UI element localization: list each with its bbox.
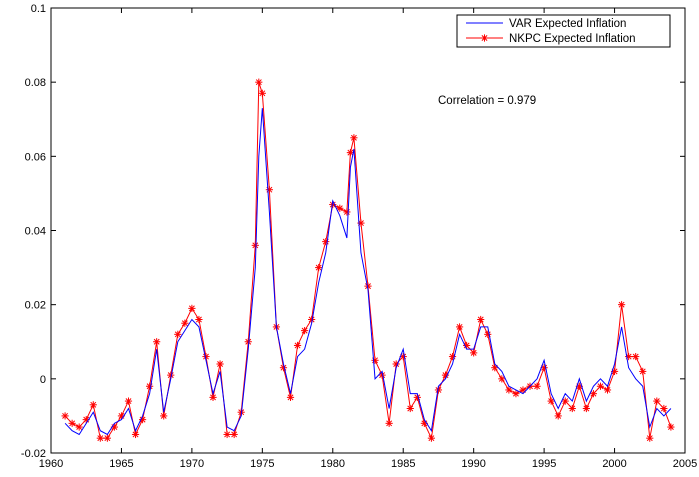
x-tick-label: 1970	[180, 458, 204, 470]
nkpc-point	[195, 315, 203, 324]
nkpc-point	[484, 330, 492, 338]
x-tick-label: 2005	[673, 458, 697, 470]
nkpc-point	[301, 327, 309, 335]
y-tick-label: 0	[40, 374, 46, 386]
x-tick-label: 1975	[250, 458, 274, 470]
nkpc-point	[547, 397, 555, 405]
nkpc-point	[455, 323, 464, 331]
nkpc-point	[343, 208, 351, 216]
nkpc-point	[441, 371, 450, 379]
nkpc-point	[561, 397, 569, 405]
y-tick-label: 0.06	[25, 151, 46, 163]
legend-label-nkpc: NKPC Expected Inflation	[509, 33, 636, 45]
nkpc-point	[603, 386, 612, 394]
series-layer	[61, 78, 675, 442]
nkpc-point	[554, 412, 562, 420]
nkpc-point	[406, 404, 414, 413]
nkpc-point	[364, 282, 372, 290]
nkpc-point	[286, 393, 295, 401]
nkpc-point	[61, 412, 69, 420]
nkpc-point	[596, 382, 605, 390]
nkpc-point	[223, 430, 231, 439]
nkpc-point	[660, 404, 668, 413]
nkpc-point	[230, 430, 238, 439]
nkpc-point	[124, 397, 133, 405]
legend-label-var: VAR Expected Inflation	[509, 18, 626, 30]
nkpc-point	[463, 341, 471, 350]
nkpc-point	[491, 364, 499, 372]
nkpc-point	[181, 319, 189, 327]
nkpc-point	[498, 375, 506, 383]
nkpc-point	[350, 134, 358, 142]
x-tick-label: 1995	[532, 458, 556, 470]
legend: VAR Expected Inflation NKPC Expected Inf…	[456, 14, 671, 48]
nkpc-point	[533, 382, 541, 390]
nkpc-point	[385, 419, 393, 427]
y-tick-label: -0.02	[21, 448, 46, 460]
nkpc-point	[582, 404, 590, 413]
nkpc-point	[138, 416, 147, 424]
nkpc-point	[519, 386, 527, 394]
nkpc-point	[265, 186, 273, 194]
nkpc-point	[427, 434, 435, 442]
legend-marker-nkpc	[480, 34, 489, 42]
nkpc-point	[153, 338, 161, 346]
tick-layer: 1960 1965 1970 1975 1980 1985 1990 1995 2000 2005…	[21, 3, 697, 470]
nkpc-point	[470, 349, 478, 357]
nkpc-point	[68, 419, 76, 427]
nkpc-point	[89, 401, 97, 409]
x-tick-label: 1990	[461, 458, 485, 470]
nkpc-point	[75, 423, 83, 431]
x-tick-label: 1980	[321, 458, 345, 470]
y-tick-label: 0.08	[25, 77, 46, 89]
nkpc-point	[103, 434, 111, 442]
nkpc-point	[618, 301, 626, 309]
nkpc-point	[188, 304, 196, 312]
nkpc-point	[174, 330, 182, 338]
nkpc-point	[315, 263, 323, 272]
nkpc-point	[216, 360, 224, 368]
x-tick-label: 1960	[39, 458, 63, 470]
nkpc-point	[639, 367, 647, 376]
correlation-annotation: Correlation = 0.979	[438, 95, 536, 107]
legend-marker-star	[480, 34, 489, 42]
nkpc-point	[568, 404, 576, 413]
nkpc-point	[251, 241, 259, 249]
nkpc-point	[653, 397, 661, 405]
nkpc-point	[477, 315, 485, 324]
series-line-var	[64, 108, 672, 436]
nkpc-point	[293, 341, 302, 350]
x-tick-label: 2000	[602, 458, 626, 470]
nkpc-point	[146, 382, 154, 390]
nkpc-point	[322, 238, 330, 246]
nkpc-point	[371, 356, 379, 364]
y-tick-label: 0.1	[31, 3, 46, 15]
y-tick-label: 0.04	[25, 226, 46, 238]
nkpc-point	[255, 78, 263, 86]
nkpc-point	[632, 352, 640, 361]
nkpc-point	[131, 430, 140, 439]
y-tick-label: 0.02	[25, 300, 46, 312]
nkpc-point	[667, 423, 675, 431]
nkpc-point	[160, 412, 168, 420]
legend-box	[456, 14, 671, 48]
x-tick-label: 1965	[109, 458, 133, 470]
nkpc-point	[589, 390, 598, 398]
nkpc-point	[646, 434, 654, 442]
nkpc-point	[336, 204, 344, 212]
nkpc-point	[258, 89, 266, 97]
nkpc-point	[512, 390, 520, 398]
nkpc-point	[505, 386, 513, 394]
x-tick-label: 1985	[391, 458, 415, 470]
nkpc-point	[96, 434, 104, 442]
